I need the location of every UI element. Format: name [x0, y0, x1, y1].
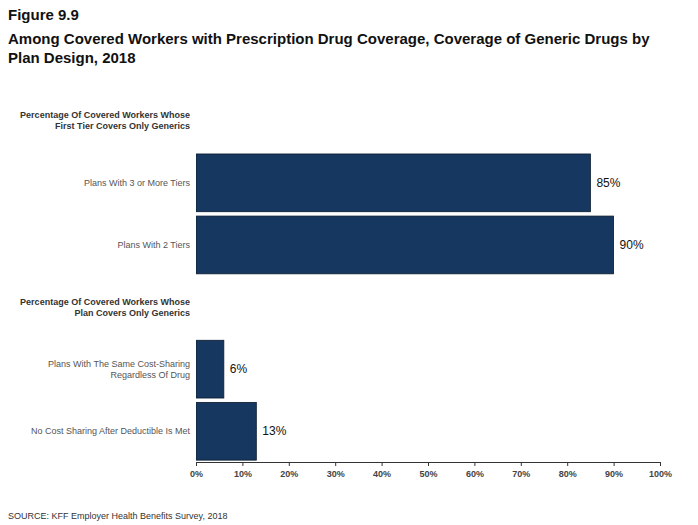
text-line: Regardless Of Drug [110, 370, 190, 380]
source-note: SOURCE: KFF Employer Health Benefits Sur… [8, 511, 227, 521]
title: Figure 9.9 [8, 6, 79, 23]
text-line: Plans With The Same Cost-Sharing [48, 359, 190, 369]
tick-label: 0% [190, 469, 203, 479]
bar [196, 154, 590, 212]
bars [196, 154, 614, 460]
tick: 40% [373, 462, 391, 479]
tick-label: 100% [649, 469, 672, 479]
tick-mark [196, 462, 197, 466]
tick-label: 40% [373, 469, 391, 479]
tick-mark [242, 462, 243, 466]
tick-label: Plans With 2 Tiers [117, 240, 190, 250]
tick-label: 60% [466, 469, 484, 479]
data-labels: 85% 90% 6% 13% [230, 176, 644, 438]
tick-mark [335, 462, 336, 466]
text-line: Plan Design, 2018 [8, 49, 136, 66]
tick: Plans With 2 Tiers [117, 240, 190, 250]
bar [196, 216, 614, 274]
tick-mark [614, 462, 615, 466]
tick-mark [474, 462, 475, 466]
text-line: First Tier Covers Only Generics [55, 121, 190, 131]
group-label: Percentage Of Covered Workers WhosePlan … [20, 297, 190, 318]
tick: 70% [512, 462, 530, 479]
tick-mark [289, 462, 290, 466]
data-label: 85% [596, 176, 620, 190]
text-line: No Cost Sharing After Deductible Is Met [31, 426, 191, 436]
text-line: Plans With 3 or More Tiers [84, 178, 191, 188]
tick: 10% [234, 462, 252, 479]
tick-mark [382, 462, 383, 466]
y-axis: Percentage Of Covered Workers WhoseFirst… [20, 110, 190, 436]
text-line: Plans With 2 Tiers [117, 240, 190, 250]
tick-label: 90% [605, 469, 623, 479]
tick-label: Plans With 3 or More Tiers [84, 178, 191, 188]
tick-label: Plans With The Same Cost-SharingRegardle… [48, 359, 190, 380]
tick-mark [521, 462, 522, 466]
subtitle: Among Covered Workers with Prescription … [8, 30, 650, 66]
tick: Plans With 3 or More Tiers [84, 178, 191, 188]
tick-label: 30% [327, 469, 345, 479]
tick: 20% [280, 462, 298, 479]
tick-label: 70% [512, 469, 530, 479]
tick-label: No Cost Sharing After Deductible Is Met [31, 426, 191, 436]
tick: 0% [190, 462, 203, 479]
data-label: 90% [620, 238, 644, 252]
tick: Percentage Of Covered Workers WhosePlan … [20, 297, 190, 318]
tick: 100% [649, 462, 672, 479]
bar [196, 402, 256, 460]
text-line: Plan Covers Only Generics [74, 308, 190, 318]
tick-label: 80% [559, 469, 577, 479]
tick-mark [567, 462, 568, 466]
tick-label: 50% [419, 469, 437, 479]
tick-label: 20% [280, 469, 298, 479]
tick: Plans With The Same Cost-SharingRegardle… [48, 359, 190, 380]
tick: 60% [466, 462, 484, 479]
text-line: Among Covered Workers with Prescription … [8, 30, 650, 47]
tick-mark [428, 462, 429, 466]
text-line: Percentage Of Covered Workers Whose [20, 297, 190, 307]
tick: No Cost Sharing After Deductible Is Met [31, 426, 191, 436]
tick: 80% [559, 462, 577, 479]
chart: Figure 9.9 Among Covered Workers with Pre… [0, 0, 698, 525]
tick: 30% [327, 462, 345, 479]
tick: Percentage Of Covered Workers WhoseFirst… [20, 110, 190, 131]
data-label: 13% [262, 424, 286, 438]
bar [196, 340, 224, 398]
group-label: Percentage Of Covered Workers WhoseFirst… [20, 110, 190, 131]
tick: 90% [605, 462, 623, 479]
tick: 50% [419, 462, 437, 479]
data-label: 6% [230, 362, 248, 376]
text-line: Percentage Of Covered Workers Whose [20, 110, 190, 120]
x-axis: 0% 10% 20% 30% 40% 50% 60% 70% 80% 90% 100% [190, 462, 672, 479]
tick-mark [660, 462, 661, 466]
tick-label: 10% [234, 469, 252, 479]
